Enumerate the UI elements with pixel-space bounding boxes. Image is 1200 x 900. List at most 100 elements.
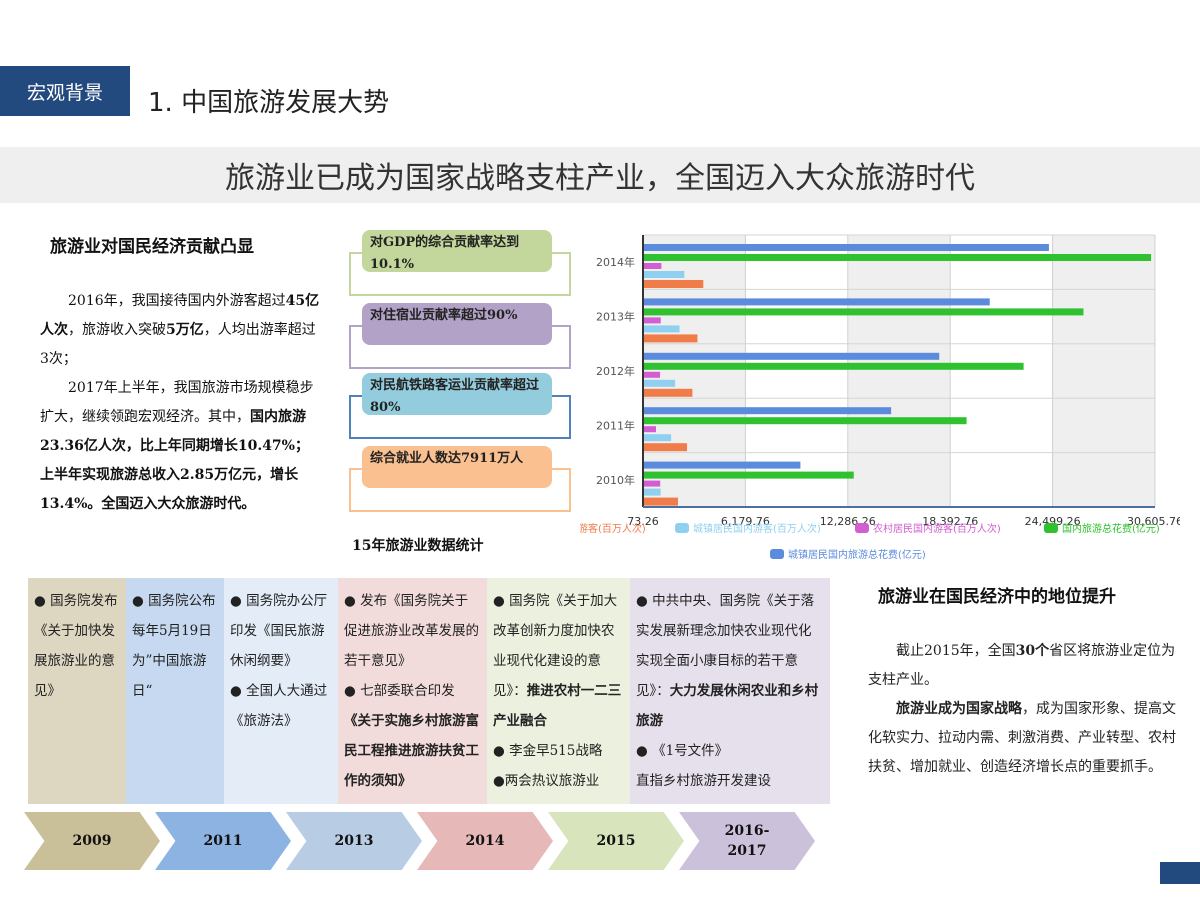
timeline-year-arrow: 2009 [24, 812, 160, 870]
data-bar [644, 362, 1024, 370]
timeline-panel: ● 发布《国务院关于促进旅游业改革发展的若干意见》 ● 七部委联合印发《关于实施乡… [338, 578, 487, 804]
data-bar [644, 263, 662, 269]
data-bar [644, 488, 661, 496]
data-bar [644, 461, 801, 469]
legend-label: 农村居民国内游客(百万人次) [873, 522, 1001, 535]
timeline-year-arrow: 2015 [548, 812, 684, 870]
legend-label: 城镇居民国内游客(百万人次) [693, 522, 821, 535]
legend-label: 城镇居民国内旅游总花费(亿元) [788, 548, 926, 561]
timeline-text: ● 国务院办公厅印发《国民旅游休闲纲要》 [230, 593, 328, 669]
legend-swatch [675, 523, 689, 533]
timeline-year-arrow: 2016-2017 [679, 812, 815, 870]
legend-swatch [770, 549, 784, 559]
timeline-text: ● 七部委联合印发 [344, 683, 455, 699]
timeline-year-label: 2015 [596, 833, 636, 849]
data-bar [644, 443, 688, 452]
timeline-text: ● 全国人大通过《旅游法》 [230, 683, 328, 729]
data-bar [644, 434, 672, 442]
data-bar [644, 334, 698, 343]
right-column: 旅游业在国民经济中的地位提升 截止2015年，全国30个省区将旅游业定位为支柱产… [868, 582, 1178, 782]
timeline-text: 大力发展休闲农业和乡村旅游 [636, 683, 819, 729]
timeline-text: ● 国务院发布《关于加快发展旅游业的意见》 [34, 593, 118, 699]
callout-box: 对住宿业贡献率超过90% [362, 303, 552, 345]
x-tick-label: 6,179.76 [721, 515, 770, 528]
timeline-year-arrow: 2013 [286, 812, 422, 870]
data-bar [644, 317, 661, 324]
data-bar [644, 325, 680, 333]
callout-box: 对GDP的综合贡献率达到10.1% [362, 230, 552, 272]
plot-band [1052, 235, 1155, 507]
timeline-text: 《关于实施乡村旅游富民工程推进旅游扶贫工作的须知》 [344, 713, 479, 789]
y-tick-label: 2013年 [596, 310, 635, 324]
y-tick-label: 2010年 [596, 473, 635, 487]
timeline-year-label: 2013 [334, 833, 374, 849]
bar-chart: 73.26 6,179.76 12,286.26 18,392.76 24,499.26… [540, 225, 1183, 575]
data-bar [644, 371, 661, 378]
timeline-year-arrow: 2011 [155, 812, 291, 870]
timeline-panel: ● 中共中央、国务院《关于落实发展新理念加快农业现代化实现全面小康目标的若干意见… [630, 578, 830, 804]
timeline-text: ● 《1号文件》 [636, 743, 729, 759]
data-bar [644, 271, 685, 278]
timeline-panel: ● 国务院发布《关于加快发展旅游业的意见》 [28, 578, 126, 804]
callout-box: 对民航铁路客运业贡献率超过80% [362, 373, 552, 415]
timeline-text: ● 国务院《关于加大改革创新力度加快农业现代化建设的意见》： [493, 593, 618, 699]
x-tick-label: 24,499.26 [1025, 515, 1081, 528]
data-bar [644, 426, 657, 433]
headline-text: 旅游业已成为国家战略支柱产业，全国迈入大众旅游时代 [225, 161, 975, 196]
right-heading: 旅游业在国民经济中的地位提升 [878, 587, 1116, 607]
legend-label: 国内旅游总花费(亿元) [1062, 522, 1160, 535]
timeline-text: ● 国务院公布每年5月19日为”中国旅游日“ [132, 593, 216, 699]
y-tick-label: 2012年 [596, 364, 635, 378]
timeline-text: ●两会热议旅游业 [493, 773, 600, 789]
plot-band [847, 235, 951, 507]
x-tick-label: 30,605.76 [1127, 515, 1180, 528]
data-bar [644, 379, 676, 387]
data-bar [644, 352, 940, 360]
legend-label: 国内游客(百万人次) [580, 522, 646, 535]
left-heading: 旅游业对国民经济贡献凸显 [50, 237, 254, 257]
data-bar [644, 388, 693, 397]
data-bar [644, 244, 1049, 251]
data-bar [644, 480, 661, 487]
left-paragraph-1: 2016年，我国接待国内外游客超过45亿人次，旅游收入突破5万亿，人均出游率超过… [40, 293, 320, 367]
x-tick-label: 18,392.76 [922, 515, 978, 528]
legend-swatch [855, 523, 869, 533]
timeline-year-label: 2014 [465, 833, 505, 849]
timeline-year-arrow: 2014 [417, 812, 553, 870]
timeline-panel: ● 国务院公布每年5月19日为”中国旅游日“ [126, 578, 224, 804]
page-title: 1. 中国旅游发展大势 [148, 88, 390, 118]
plot-band [950, 235, 1053, 507]
data-bar [644, 417, 967, 425]
timeline-panel: ● 国务院办公厅印发《国民旅游休闲纲要》 ● 全国人大通过《旅游法》 [224, 578, 338, 804]
left-column: 旅游业对国民经济贡献凸显 2016年，我国接待国内外游客超过45亿人次，旅游收入… [40, 232, 320, 519]
callout-box: 综合就业人数达7911万人 [362, 446, 552, 488]
corner-decoration [1160, 862, 1200, 884]
timeline-text: ● 发布《国务院关于促进旅游业改革发展的若干意见》 [344, 593, 479, 669]
timeline-text: ● 李金早515战略 [493, 743, 603, 759]
data-bar [644, 254, 1152, 261]
timeline-year-label: 2009 [72, 833, 112, 849]
data-bar [644, 280, 704, 288]
chart-canvas: 73.26 6,179.76 12,286.26 18,392.76 24,499.26… [540, 234, 1183, 561]
section-tag: 宏观背景 [0, 66, 130, 116]
data-bar [644, 497, 678, 506]
left-paragraph-2: 2017年上半年，我国旅游市场规模稳步扩大，继续领跑宏观经济。其中，国内旅游23… [40, 380, 314, 512]
timeline-year-label: 2016-2017 [724, 823, 770, 859]
legend-swatch [1044, 523, 1058, 533]
right-paragraph-1: 截止2015年，全国30个省区将旅游业定位为支柱产业。 [868, 643, 1176, 688]
timeline-text: 推进农村一二三产业融合 [493, 683, 622, 729]
chart-caption: 15年旅游业数据统计 [352, 538, 484, 554]
y-tick-label: 2014年 [596, 255, 635, 269]
right-paragraph-2: 旅游业成为国家战略，成为国家形象、提高文化软实力、拉动内需、刺激消费、产业转型、… [868, 701, 1176, 775]
headline-banner: 旅游业已成为国家战略支柱产业，全国迈入大众旅游时代 [0, 147, 1200, 203]
data-bar [644, 407, 892, 415]
data-bar [644, 471, 854, 479]
timeline-text: 直指乡村旅游开发建设 [636, 773, 771, 789]
y-tick-label: 2011年 [596, 418, 635, 432]
x-tick-label: 73.26 [627, 515, 659, 528]
data-bar [644, 298, 990, 306]
data-bar [644, 308, 1084, 316]
timeline-year-label: 2011 [203, 833, 243, 849]
timeline-panel: ● 国务院《关于加大改革创新力度加快农业现代化建设的意见》：推进农村一二三产业融… [487, 578, 630, 804]
timeline-text: ● 中共中央、国务院《关于落实发展新理念加快农业现代化实现全面小康目标的若干意见… [636, 593, 815, 699]
